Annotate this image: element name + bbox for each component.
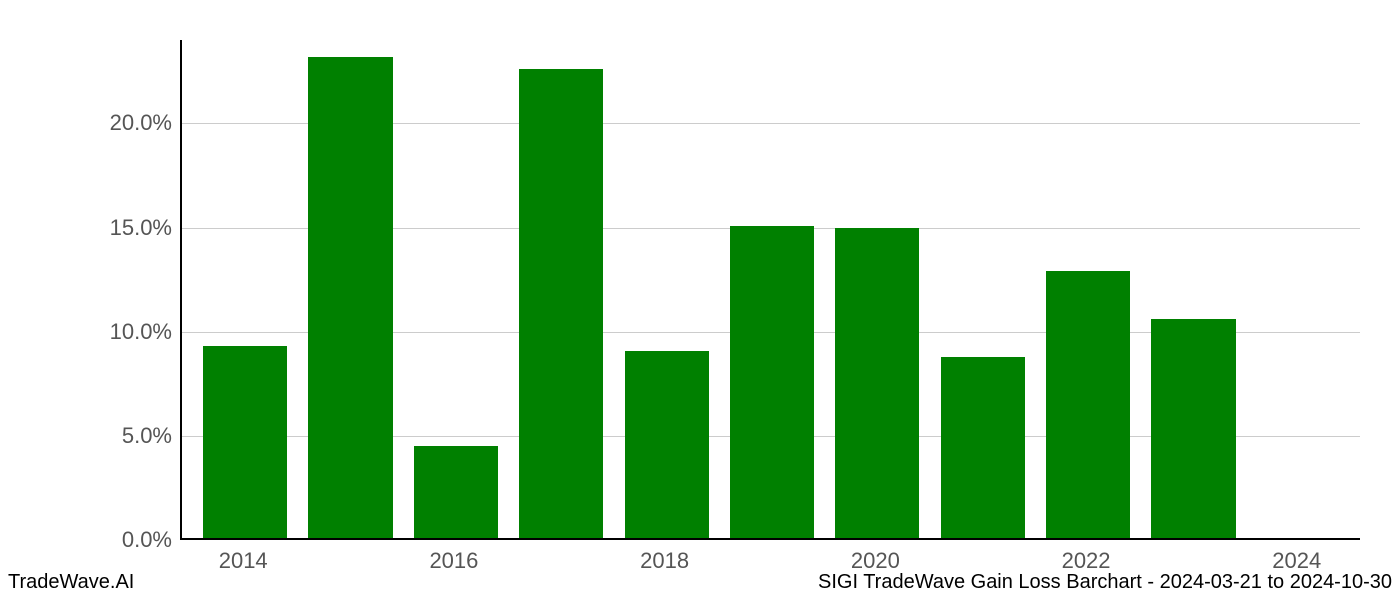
footer-brand: TradeWave.AI: [8, 571, 134, 594]
bar-chart: [180, 40, 1360, 540]
bar-2017: [519, 69, 603, 538]
y-tick-label: 5.0%: [72, 423, 172, 449]
bar-2016: [414, 446, 498, 538]
bar-2019: [730, 226, 814, 539]
bar-2021: [941, 357, 1025, 538]
y-tick-label: 0.0%: [72, 527, 172, 553]
bar-2023: [1151, 319, 1235, 538]
bar-2022: [1046, 271, 1130, 538]
bar-2014: [203, 346, 287, 538]
x-tick-label: 2014: [219, 548, 268, 574]
x-tick-label: 2018: [640, 548, 689, 574]
footer-caption: SIGI TradeWave Gain Loss Barchart - 2024…: [818, 571, 1392, 594]
y-tick-label: 10.0%: [72, 319, 172, 345]
bar-2018: [625, 351, 709, 539]
y-tick-label: 20.0%: [72, 110, 172, 136]
y-tick-label: 15.0%: [72, 215, 172, 241]
x-tick-label: 2016: [429, 548, 478, 574]
bar-2020: [835, 228, 919, 538]
bar-2015: [308, 57, 392, 538]
